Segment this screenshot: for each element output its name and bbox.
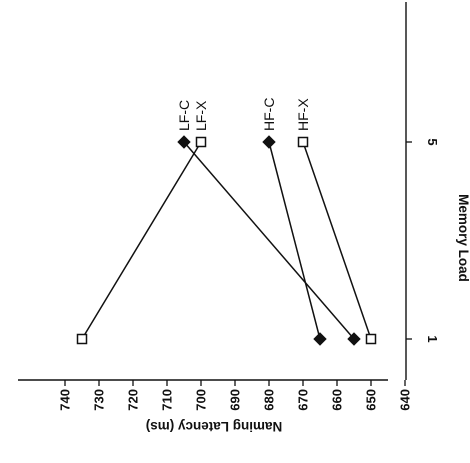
data-point-filled-diamond (347, 332, 361, 346)
latency-tick-label: 720 (126, 389, 141, 411)
data-point-filled-diamond (177, 135, 191, 149)
data-point-open-square (365, 333, 377, 345)
series-line-lf-x (81, 141, 202, 340)
latency-tick-label: 740 (58, 389, 73, 411)
latency-tick-label: 650 (364, 389, 379, 411)
latency-axis-label: Naming Latency (ms) (146, 419, 283, 434)
latency-tick-label: 710 (160, 389, 175, 411)
series-hf-c: HF-C (261, 98, 327, 346)
memory-load-tick-label: 1 (425, 335, 440, 342)
latency-tick-label: 660 (330, 389, 345, 411)
latency-tick-label: 700 (194, 389, 209, 411)
data-point-filled-diamond (262, 135, 276, 149)
latency-axis: 640 650 660 670 680 690 700 710 720 730 740 Naming… (18, 379, 413, 434)
latency-tick-label: 690 (228, 389, 243, 411)
series-group: LF-C LF-X HF-C HF-X (76, 98, 377, 346)
series-label-hf-x: HF-X (295, 98, 311, 131)
memory-load-axis: 15 Memory Load (405, 2, 470, 380)
data-point-open-square (76, 333, 88, 345)
latency-tick-group: 640 650 660 670 680 690 700 710 720 730 740 (58, 380, 413, 411)
latency-tick-label: 670 (296, 389, 311, 411)
memory-load-tick-group: 15 (406, 138, 440, 343)
data-point-filled-diamond (313, 332, 327, 346)
latency-tick-label: 730 (92, 389, 107, 411)
series-hf-x: HF-X (295, 98, 377, 345)
series-label-lf-x: LF-X (193, 100, 209, 131)
latency-tick-label: 640 (398, 389, 413, 411)
latency-tick-label: 680 (262, 389, 277, 411)
series-line-hf-x (302, 141, 372, 340)
series-lf-c: LF-C (176, 100, 361, 346)
data-point-open-square (195, 136, 207, 148)
data-point-open-square (297, 136, 309, 148)
series-lf-x: LF-X (76, 100, 209, 345)
memory-load-tick-label: 5 (425, 138, 440, 145)
series-line-lf-c (183, 141, 355, 340)
series-label-hf-c: HF-C (261, 98, 277, 131)
series-line-hf-c (268, 141, 321, 340)
series-label-lf-c: LF-C (176, 100, 192, 131)
memory-load-axis-label: Memory Load (456, 194, 470, 282)
